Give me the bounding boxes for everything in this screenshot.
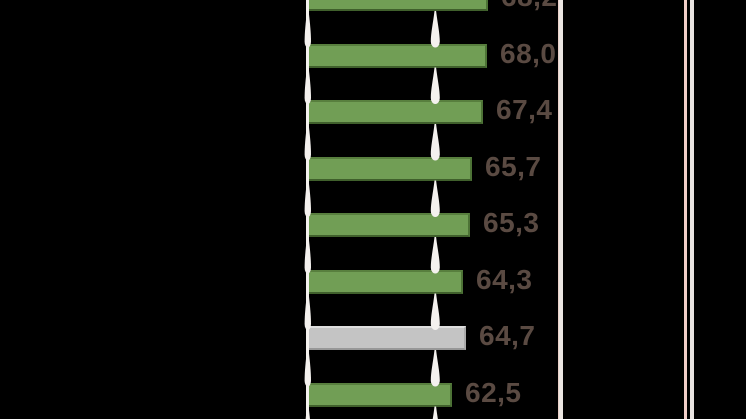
plot-right-border-white xyxy=(690,0,694,419)
bar xyxy=(309,100,483,124)
bar xyxy=(309,269,463,294)
bar xyxy=(309,213,470,237)
bar xyxy=(309,156,472,181)
bar xyxy=(309,382,452,407)
teardrop-grid-mark xyxy=(430,67,440,104)
value-label: 62,5 xyxy=(465,376,522,408)
teardrop-grid-mark xyxy=(430,293,440,330)
teardrop-grid-mark xyxy=(432,406,438,419)
value-label: 68,2 xyxy=(501,0,558,11)
teardrop-grid-mark xyxy=(430,350,440,387)
bar xyxy=(309,43,487,68)
value-label: 65,3 xyxy=(483,207,540,238)
gridline-80-shadow xyxy=(558,0,559,419)
value-label: 64,7 xyxy=(479,320,536,351)
teardrop-grid-mark xyxy=(430,124,440,161)
value-label: 65,7 xyxy=(485,150,542,182)
teardrop-grid-mark xyxy=(430,11,440,48)
teardrop-grid-mark xyxy=(430,237,440,274)
bar-highlighted xyxy=(309,326,466,350)
teardrop-grid-mark xyxy=(430,180,440,217)
bar xyxy=(309,0,488,11)
plot-right-border-pink xyxy=(684,0,687,419)
value-label: 68,0 xyxy=(500,37,557,69)
gridline-80 xyxy=(559,0,563,419)
value-label: 67,4 xyxy=(496,94,553,125)
value-label: 64,3 xyxy=(476,263,533,295)
